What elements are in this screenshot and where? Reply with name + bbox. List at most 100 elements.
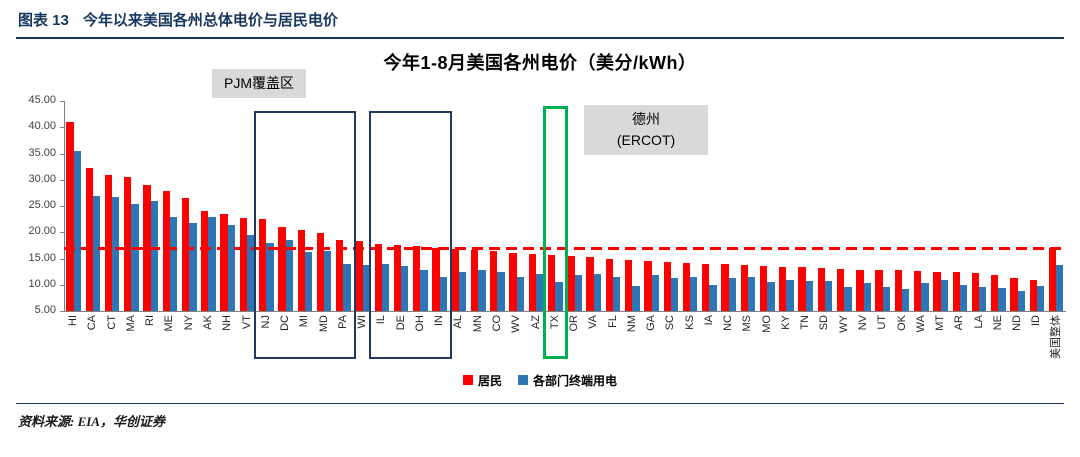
bar-group [758, 101, 777, 311]
residential-bar [605, 258, 614, 311]
all-sectors-bar [1036, 285, 1045, 311]
residential-bar [644, 260, 652, 311]
x-axis-label-cell: MA [122, 315, 141, 367]
bar-group [180, 101, 199, 311]
all-sectors-bar [381, 264, 390, 311]
bar-group [488, 101, 507, 311]
residential-bar [316, 233, 325, 311]
residential-bar [393, 244, 402, 311]
x-axis-label: MT [934, 315, 947, 331]
bar-group [218, 101, 237, 311]
all-sectors-bar [150, 200, 158, 311]
x-axis-label: WA [914, 315, 927, 333]
residential-bar [355, 241, 363, 311]
bar-group [372, 101, 391, 311]
residential-bar [933, 271, 941, 311]
all-sectors-bar [728, 278, 736, 311]
x-axis-label: FL [606, 315, 619, 328]
bar-group [565, 101, 584, 311]
x-axis-label-cell: NV [854, 315, 873, 367]
x-axis-label-cell: CT [103, 315, 122, 367]
x-axis-label: AK [201, 315, 214, 330]
residential-bar [528, 253, 536, 311]
x-axis-label-cell: AK [199, 315, 218, 367]
all-sectors-bar [439, 276, 447, 311]
all-sectors-bar [112, 196, 120, 311]
y-axis-line [64, 101, 65, 312]
x-axis-label-cell: NH [218, 315, 237, 367]
x-axis-label-cell: NY [180, 315, 199, 367]
x-axis-label-cell: ND [1008, 315, 1027, 367]
x-axis-label-cell: 美国整体 [1047, 315, 1066, 367]
y-axis-tick-mark [60, 258, 64, 260]
bar-group [103, 101, 122, 311]
y-axis-tick-mark [60, 127, 64, 129]
x-axis-label: GA [645, 315, 658, 331]
bar-group [1047, 101, 1066, 311]
bar-group [719, 101, 738, 311]
bar-group [969, 101, 988, 311]
figure-label: 图表 13 [18, 12, 69, 29]
bar-group [892, 101, 911, 311]
chart-plot-area: HI CA CT MA RI ME NY AK NH VT NJ DC MI MD PA WI IL DE OH IN… [28, 69, 1066, 367]
residential-bar [336, 239, 344, 311]
x-axis-label: RI [144, 315, 157, 326]
x-axis-label-cell: MO [758, 315, 777, 367]
all-sectors-bar [92, 195, 101, 311]
x-axis-label-cell: KS [681, 315, 700, 367]
chart-card: 今年1-8月美国各州电价（美分/kWh） HI CA CT MA RI ME NY AK NH V… [0, 49, 1080, 389]
all-sectors-bar [574, 275, 582, 311]
all-sectors-bar [516, 276, 525, 311]
all-sectors-bar [709, 284, 717, 311]
x-axis-label-cell: RI [141, 315, 160, 367]
residential-bar [220, 213, 228, 311]
x-axis-label-cell: NC [719, 315, 738, 367]
all-sectors-bar [247, 234, 255, 311]
texas-box [543, 106, 568, 359]
residential-bar [798, 267, 806, 311]
bar-group [603, 101, 622, 311]
residential-bar [124, 177, 132, 311]
y-axis-tick-label: 20.00 [28, 225, 56, 238]
x-axis-label-cell: HI [64, 315, 83, 367]
all-sectors-bar [959, 284, 968, 311]
x-axis-label-cell: WV [507, 315, 526, 367]
x-axis-label: UT [876, 315, 889, 330]
x-axis-label: NC [722, 315, 735, 331]
all-sectors-bar [863, 283, 871, 311]
residential-bar [779, 266, 787, 311]
residential-bar [547, 255, 556, 311]
bar-group [430, 101, 449, 311]
all-sectors-bar [670, 277, 679, 311]
all-sectors-bar [324, 250, 332, 311]
all-sectors-bar [844, 287, 852, 311]
legend-item: 居民 [462, 372, 502, 389]
bar-group [738, 101, 757, 311]
x-axis-label: VT [240, 315, 253, 330]
all-sectors-bar [998, 288, 1006, 311]
bar-group [160, 101, 179, 311]
x-axis-label: ND [1011, 315, 1024, 331]
x-axis-label: WV [510, 315, 523, 333]
bar-group [295, 101, 314, 311]
x-axis-label: OK [895, 315, 908, 331]
all-sectors-bar [690, 276, 698, 311]
bar-group [1008, 101, 1027, 311]
x-axis-label: SC [664, 315, 677, 331]
annotation-label-line: (ERCOT) [616, 132, 676, 148]
x-axis-label-cell: UT [873, 315, 892, 367]
residential-bar [374, 243, 382, 311]
x-axis-label-cell: LA [969, 315, 988, 367]
bar-group [353, 101, 372, 311]
x-axis-label-cell: MT [931, 315, 950, 367]
x-axis-label: NM [625, 315, 638, 333]
pjm-box-1-label: PJM覆盖区 [212, 69, 306, 98]
residential-bar [85, 167, 93, 311]
x-axis-label-cell: TN [796, 315, 815, 367]
bar-group [777, 101, 796, 311]
y-axis-tick-label: 5.00 [34, 304, 56, 316]
legend-item: 各部门终端用电 [518, 372, 617, 389]
bar-group [796, 101, 815, 311]
bar-group [257, 101, 276, 311]
y-axis-tick-label: 30.00 [28, 172, 56, 185]
